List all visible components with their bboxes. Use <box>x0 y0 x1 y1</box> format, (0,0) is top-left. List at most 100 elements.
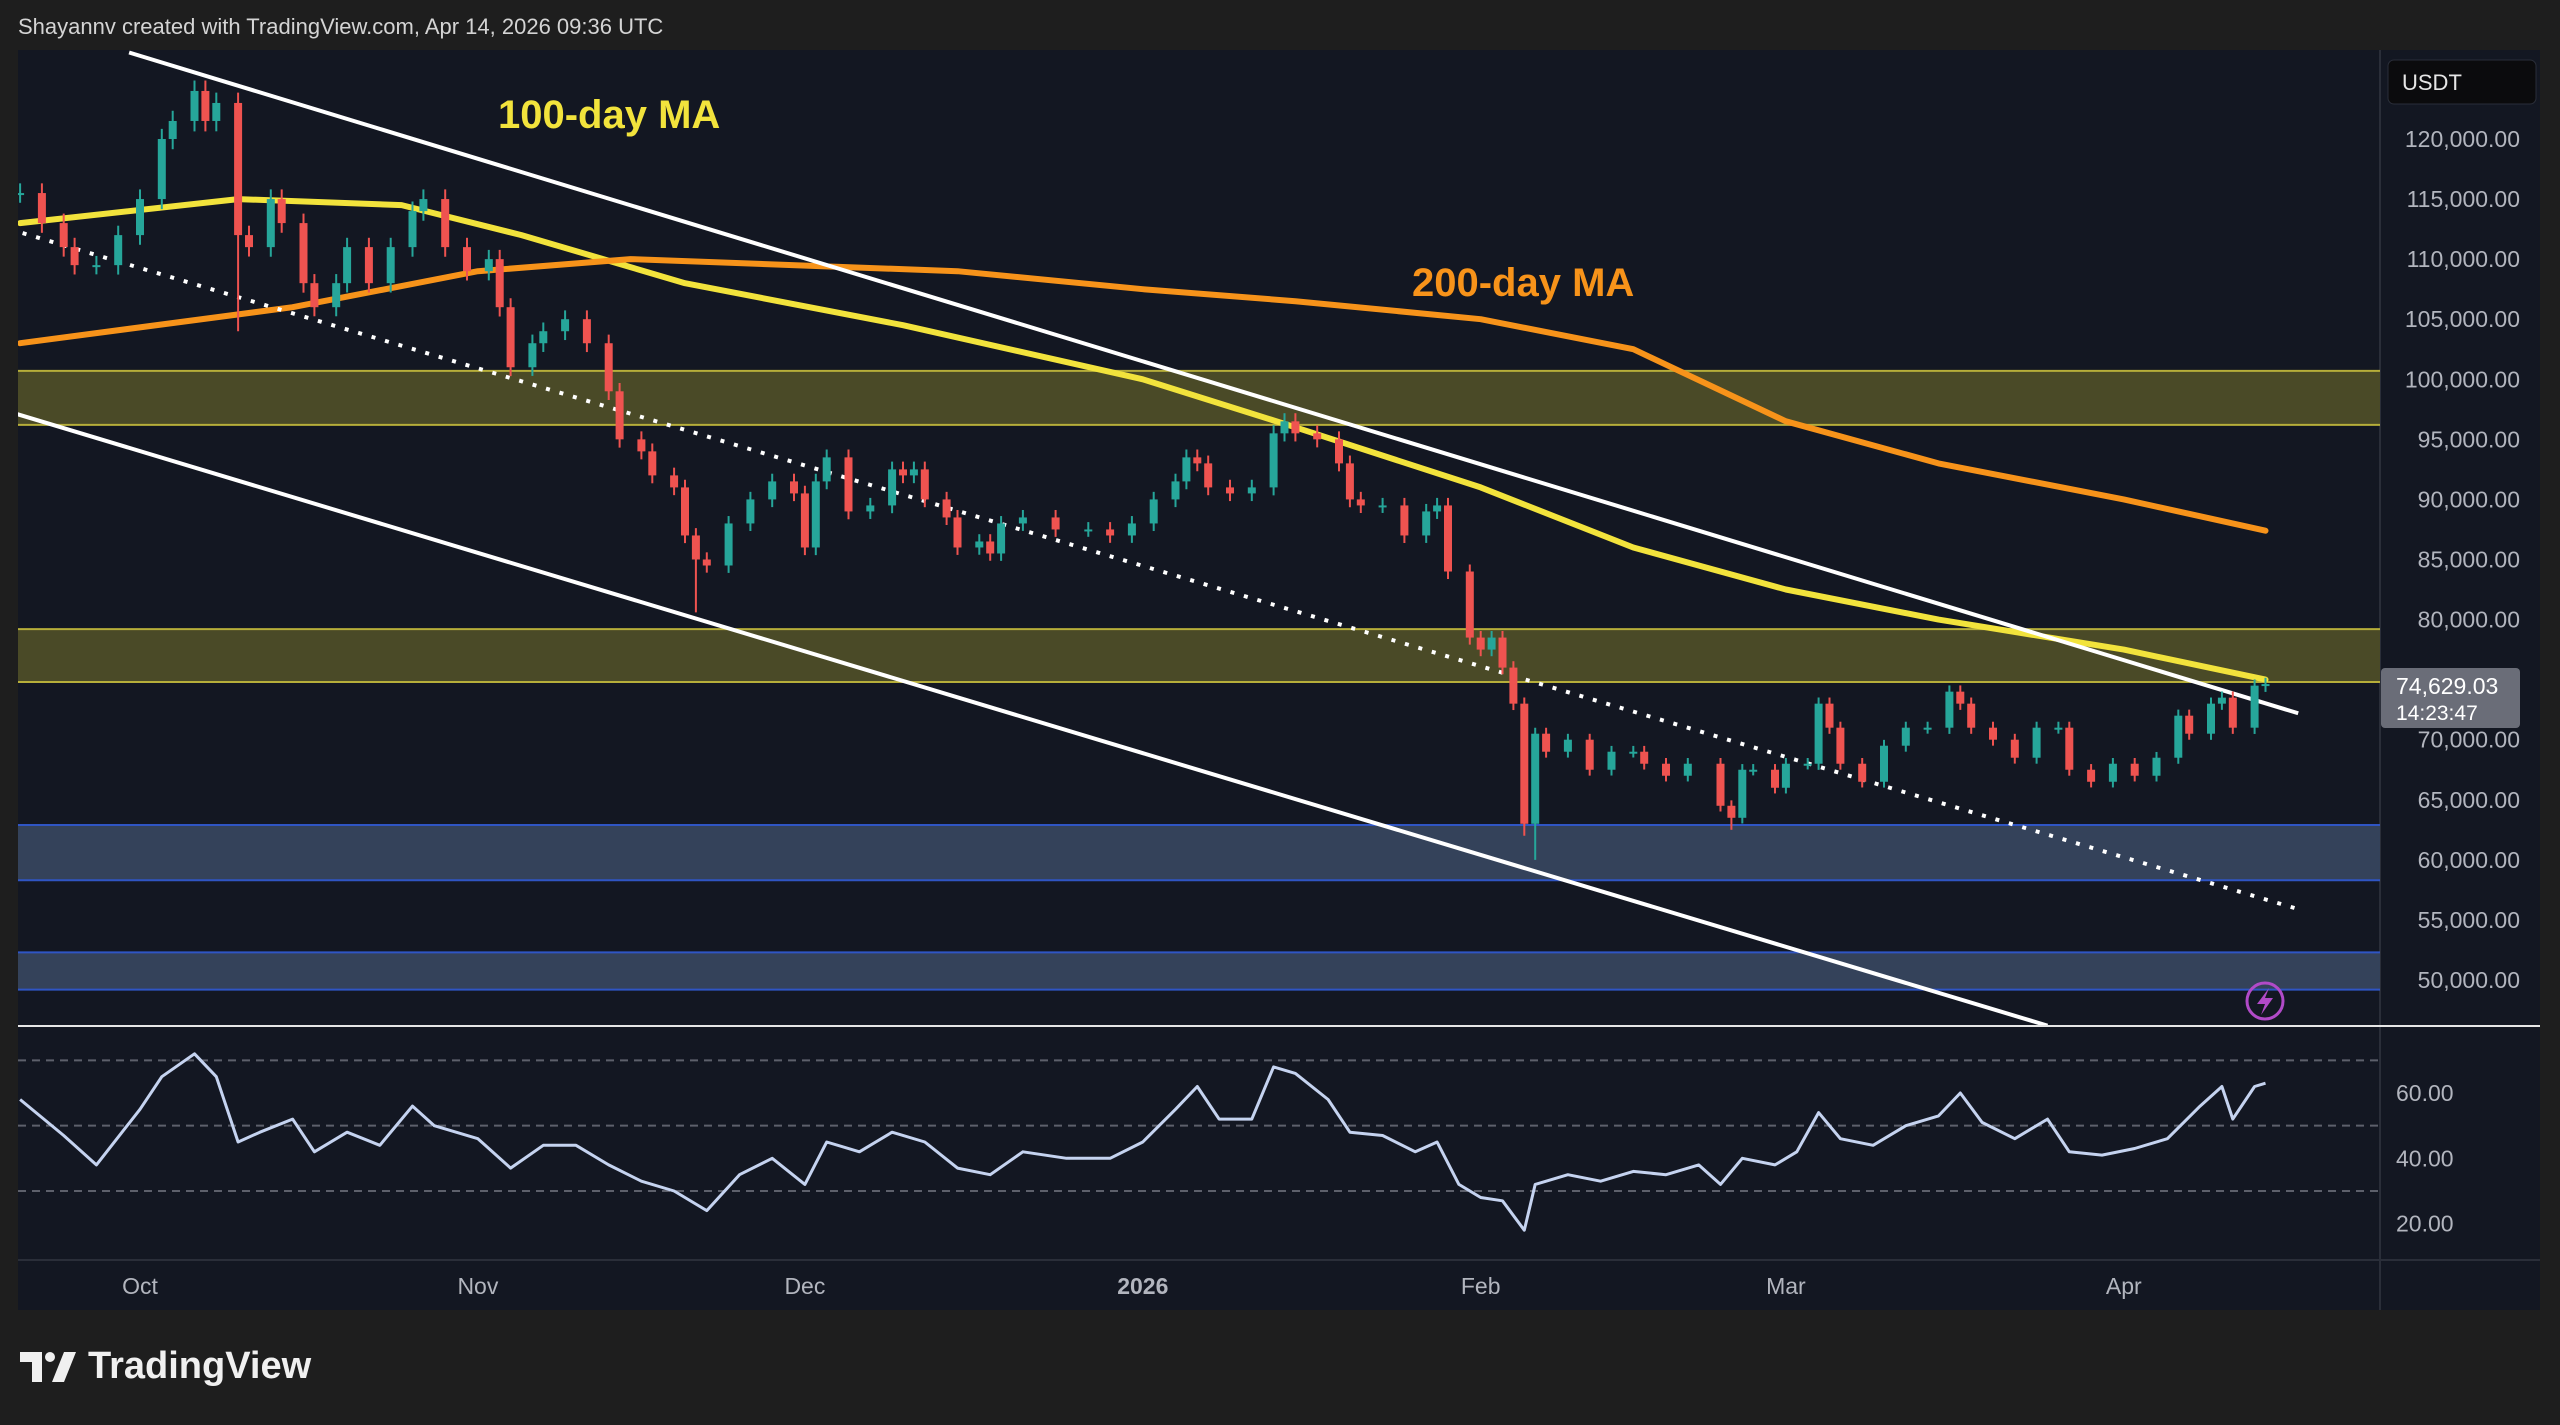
candle <box>604 334 613 400</box>
candle-body <box>1193 457 1202 464</box>
candle <box>1226 479 1234 502</box>
candle <box>942 491 951 526</box>
candle <box>1509 661 1518 711</box>
candle-body <box>1542 733 1551 752</box>
rsi-pane <box>18 1052 2380 1232</box>
price-tick-label: 55,000.00 <box>2418 907 2520 933</box>
candle <box>157 128 166 210</box>
candle <box>332 274 341 317</box>
candle-body <box>495 259 504 308</box>
candle <box>2054 721 2063 734</box>
candle <box>1498 630 1507 675</box>
candle <box>800 485 809 556</box>
candle <box>419 189 428 221</box>
candle-body <box>1291 421 1300 434</box>
time-tick-label: Dec <box>784 1273 825 1299</box>
candle-body <box>1825 703 1834 728</box>
candle <box>1487 630 1496 657</box>
candle <box>1749 764 1758 776</box>
trendline-dotted-2 <box>18 229 2299 912</box>
candle-body <box>866 505 875 512</box>
candle-body <box>1335 439 1343 464</box>
ma200-label: 200-day MA <box>1412 261 1634 305</box>
candle-body <box>1738 769 1747 818</box>
candle <box>1727 800 1736 830</box>
candle-body <box>1051 517 1060 530</box>
candle <box>2261 677 2270 692</box>
candle <box>37 183 46 233</box>
support-zone-2 <box>18 824 2380 881</box>
candle-body <box>2261 684 2270 687</box>
candle <box>1444 497 1452 580</box>
candle <box>648 443 657 484</box>
candle-body <box>702 559 711 566</box>
candle <box>1662 758 1670 782</box>
candle <box>2087 764 2096 788</box>
candle-body <box>670 475 679 488</box>
candle <box>615 382 624 448</box>
candle <box>2010 733 2019 764</box>
candle-body <box>1149 499 1158 524</box>
candle <box>724 516 733 573</box>
candle <box>768 473 777 508</box>
candle-body <box>1945 691 1954 728</box>
price-tick-label: 80,000.00 <box>2418 607 2520 633</box>
currency-selector[interactable] <box>2387 59 2537 105</box>
candle <box>1335 431 1343 472</box>
candle-body <box>484 259 493 272</box>
candle-body <box>1204 463 1213 488</box>
candle-body <box>299 223 308 284</box>
candle <box>899 461 907 484</box>
candle-body <box>1989 727 1997 740</box>
candle <box>1171 473 1180 508</box>
last-price-badge <box>2381 668 2520 728</box>
candle-body <box>168 120 177 139</box>
candle <box>245 225 253 257</box>
candle <box>528 334 537 376</box>
candle <box>1607 745 1616 776</box>
lightning-icon <box>2257 988 2273 1015</box>
candle-body <box>1836 727 1845 764</box>
price-tick-label: 100,000.00 <box>2405 366 2520 392</box>
candle <box>1989 721 1997 746</box>
candle-body <box>1182 457 1191 482</box>
candle-body <box>1662 763 1670 776</box>
candle-body <box>136 199 144 236</box>
candle-body <box>2054 727 2063 730</box>
candle <box>136 189 144 245</box>
candle <box>114 225 123 275</box>
candle <box>1018 509 1027 531</box>
candle <box>168 110 177 150</box>
candle <box>1182 449 1191 490</box>
candle-body <box>277 199 286 224</box>
candle <box>790 473 798 502</box>
candle <box>1204 455 1213 496</box>
price-tick-label: 120,000.00 <box>2405 126 2520 152</box>
candle <box>441 189 450 257</box>
candle <box>1640 745 1649 770</box>
candle-body <box>1531 733 1540 824</box>
candle <box>299 213 308 293</box>
candle <box>975 534 984 555</box>
candle-body <box>1444 505 1452 572</box>
tradingview-logo[interactable]: TradingView <box>20 1345 311 1388</box>
rsi-line <box>19 1052 2266 1232</box>
candle <box>1520 697 1529 836</box>
candle <box>343 237 352 293</box>
candle <box>1378 497 1387 513</box>
candle <box>1149 491 1158 532</box>
candle <box>1683 758 1692 782</box>
candle <box>2217 691 2226 710</box>
candle <box>18 183 25 203</box>
candle-body <box>637 439 646 452</box>
candle-body <box>691 535 700 560</box>
candle <box>59 213 68 257</box>
time-tick-label: 2026 <box>1117 1273 1168 1299</box>
candle-body <box>2065 727 2074 770</box>
candle <box>1814 697 1823 770</box>
candle <box>1967 697 1976 734</box>
candle-body <box>1345 463 1354 500</box>
candle-body <box>953 517 962 548</box>
time-tick-label: Nov <box>457 1273 498 1299</box>
